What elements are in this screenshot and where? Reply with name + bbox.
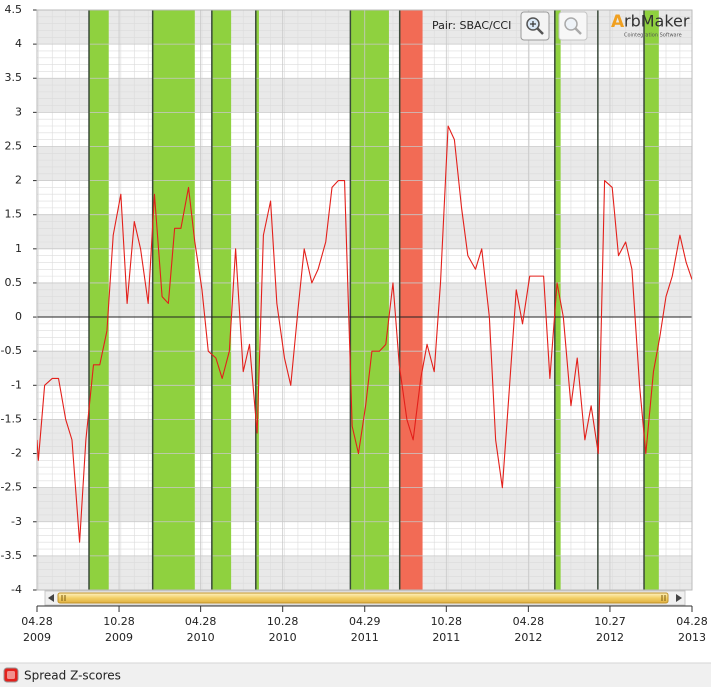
logo-tagline: Cointegration Software	[624, 33, 682, 39]
x-tick-label: 04.28 2009	[21, 615, 53, 644]
legend-item[interactable]: Spread Z-scores	[3, 667, 121, 683]
signal-region	[644, 10, 659, 590]
y-tick-label: -1.5	[1, 412, 22, 425]
y-tick-label: -3.5	[1, 549, 22, 562]
y-tick-label: -4	[11, 583, 22, 596]
signal-region	[152, 10, 195, 590]
x-tick-label: 10.28 2010	[266, 615, 299, 644]
x-tick-label: 10.27 2012	[594, 615, 626, 644]
y-tick-label: 3.5	[5, 71, 23, 84]
legend-label: Spread Z-scores	[24, 669, 121, 683]
signal-region	[399, 10, 423, 590]
x-tick-label: 10.28 2011	[430, 615, 463, 644]
y-tick-label: 4	[15, 37, 22, 50]
x-tick-label: 04.28 2012	[512, 615, 545, 644]
logo-text: rbMaker	[624, 12, 690, 31]
y-tick-label: -0.5	[1, 344, 22, 357]
signal-region	[350, 10, 389, 590]
signal-region	[554, 10, 561, 590]
y-tick-label: 0	[15, 310, 22, 323]
pair-label: Pair: SBAC/CCI	[432, 19, 511, 32]
signal-region	[211, 10, 232, 590]
legend-swatch-shine	[7, 671, 15, 679]
logo-initial: A	[611, 12, 625, 32]
overlay: Pair: SBAC/CCI A rbMaker Cointegration S…	[432, 11, 690, 41]
logo: A rbMaker Cointegration Software	[611, 12, 690, 39]
x-tick-label: 04.29 2011	[348, 615, 381, 644]
y-tick-label: 2.5	[5, 139, 23, 152]
plot-border	[36, 9, 693, 591]
plot-area: -4 -3.5 -3 -2.5 -2 -1.5 -1 -0.5 0 0.5 1 1.5 2 2.5 3 3.5…	[1, 3, 693, 612]
x-tick-label: 10.28 2009	[103, 615, 135, 644]
x-tick-label: 04.28 2010	[184, 615, 217, 644]
zoom-out-button[interactable]	[558, 11, 588, 41]
y-tick-label: 4.5	[5, 3, 23, 16]
scrollbar[interactable]	[44, 590, 686, 606]
series-line	[37, 125, 692, 543]
legend-bar	[0, 663, 711, 687]
y-tick-label: 3	[15, 105, 22, 118]
signal-region	[89, 10, 109, 590]
zoom-in-button[interactable]	[520, 11, 550, 41]
y-tick-label: -3	[11, 515, 22, 528]
y-tick-label: -1	[11, 378, 22, 391]
x-tick-label: 04.28 2013	[676, 615, 708, 644]
y-tick-label: 0.5	[5, 276, 23, 289]
y-tick-label: 1	[15, 242, 22, 255]
signal-region	[255, 10, 259, 590]
y-tick-label: -2.5	[1, 481, 22, 494]
series-layer	[37, 125, 692, 543]
y-tick-label: 2	[15, 174, 22, 187]
y-tick-label: 1.5	[5, 208, 23, 221]
y-tick-label: -2	[11, 447, 22, 460]
